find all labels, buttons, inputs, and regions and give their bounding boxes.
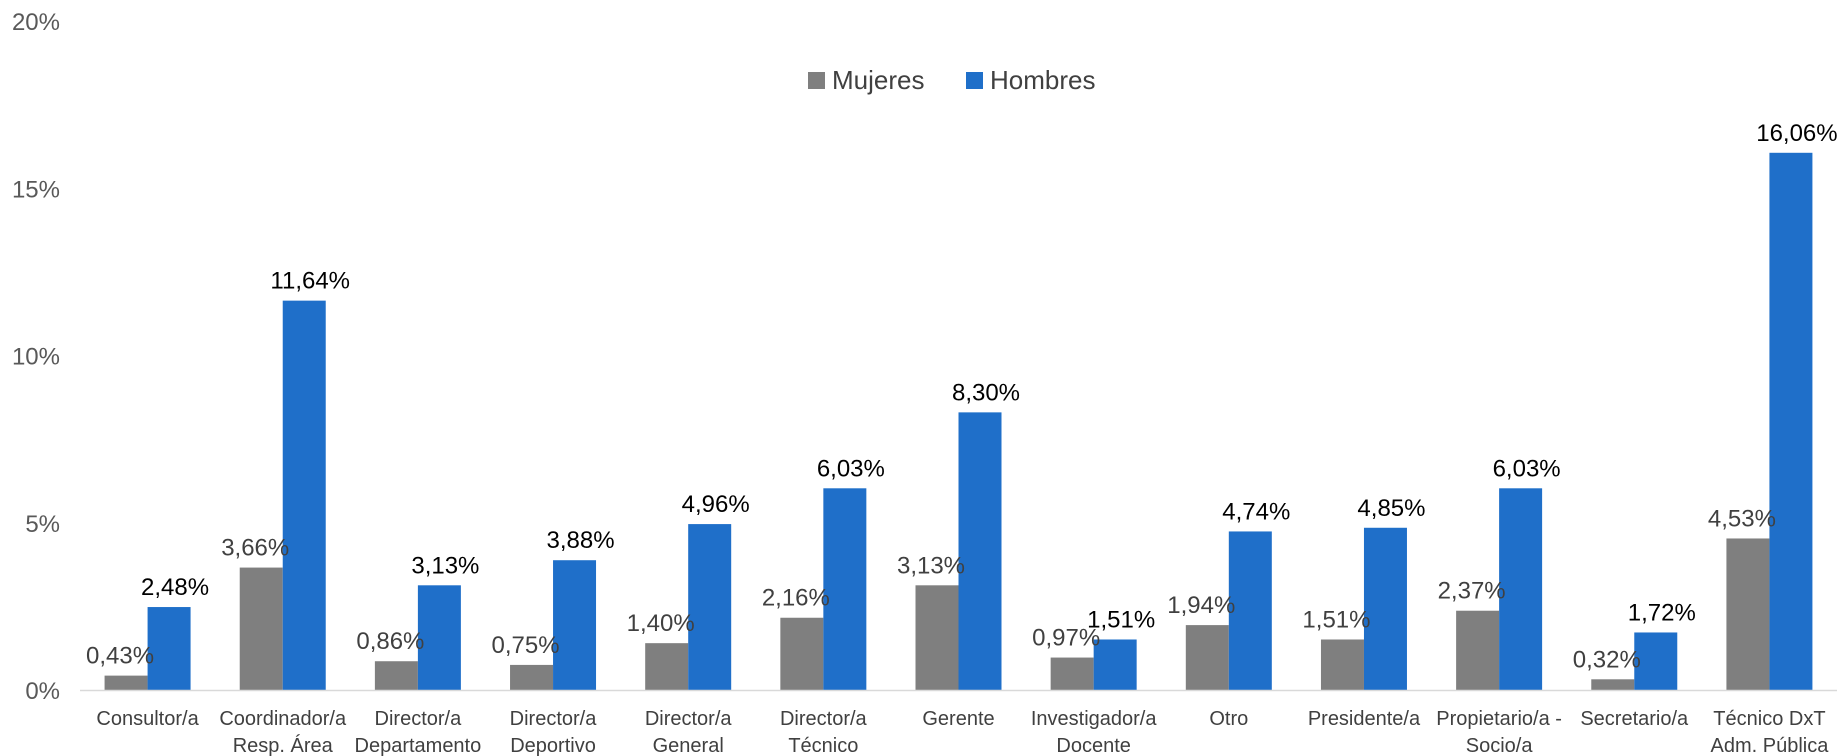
legend: Mujeres Hombres: [808, 65, 1095, 95]
y-tick-label: 0%: [25, 678, 60, 705]
data-label-hombres: 1,72%: [1628, 599, 1696, 626]
data-label-mujeres: 0,86%: [356, 628, 424, 655]
data-label-mujeres: 2,37%: [1438, 578, 1506, 605]
x-tick-label: Docente: [1056, 735, 1131, 756]
bars: [104, 152, 1813, 691]
data-label-mujeres: 0,97%: [1032, 625, 1100, 652]
bar-mujeres: [1050, 657, 1094, 690]
data-label-mujeres: 0,32%: [1573, 646, 1641, 673]
bar-mujeres: [780, 617, 824, 690]
y-tick-label: 5%: [25, 511, 60, 538]
data-label-hombres: 4,74%: [1222, 498, 1290, 525]
data-label-hombres: 3,88%: [547, 527, 615, 554]
data-label-hombres: 11,64%: [270, 268, 350, 295]
x-tick-label: Resp. Área: [233, 734, 334, 756]
bar-mujeres: [915, 585, 959, 690]
bar-mujeres: [1591, 679, 1635, 690]
x-tick-label: Secretario/a: [1580, 708, 1689, 730]
x-tick-label: Deportivo: [510, 735, 596, 756]
data-label-mujeres: 0,75%: [492, 632, 560, 659]
x-tick-label: Propietario/a -: [1436, 708, 1562, 730]
x-tick-label: General: [653, 735, 724, 756]
bar-hombres: [282, 300, 326, 690]
x-tick-label: Director/a: [375, 708, 463, 730]
bar-hombres: [1769, 152, 1813, 691]
data-label-hombres: 16,06%: [1756, 120, 1837, 147]
x-tick-label: Técnico DxT: [1713, 708, 1825, 730]
data-label-hombres: 6,03%: [1493, 455, 1561, 482]
x-tick-label: Departamento: [355, 735, 482, 756]
legend-label-hombres: Hombres: [990, 65, 1095, 95]
x-tick-label: Director/a: [780, 708, 868, 730]
data-labels: 0,43% 2,48% 3,66% 11,64% 0,86% 3,13% 0,75% 3,88…: [86, 120, 1837, 674]
x-tick-label: Gerente: [922, 708, 994, 730]
data-label-mujeres: 1,40%: [627, 610, 695, 637]
bar-hombres: [1093, 639, 1137, 690]
bar-mujeres: [510, 664, 554, 690]
x-tick-label: Director/a: [510, 708, 598, 730]
bar-hombres: [417, 585, 461, 690]
x-tick-label: Adm. Pública: [1711, 735, 1830, 756]
data-label-hombres: 1,51%: [1087, 606, 1155, 633]
x-tick-label: Coordinador/a: [219, 708, 347, 730]
data-label-mujeres: 3,66%: [221, 535, 289, 562]
data-label-hombres: 2,48%: [141, 574, 209, 601]
x-tick-label: Investigador/a: [1031, 708, 1158, 730]
legend-label-mujeres: Mujeres: [832, 65, 924, 95]
x-tick-label: Consultor/a: [96, 708, 199, 730]
data-label-hombres: 8,30%: [952, 379, 1020, 406]
y-tick-label: 15%: [12, 176, 60, 203]
bar-hombres: [1228, 531, 1272, 690]
legend-swatch-mujeres: [808, 72, 825, 89]
x-tick-label: Presidente/a: [1308, 708, 1421, 730]
y-axis: 0% 5% 10% 15% 20%: [12, 9, 60, 705]
legend-swatch-hombres: [966, 72, 983, 89]
data-label-hombres: 4,96%: [682, 491, 750, 518]
data-label-hombres: 3,13%: [411, 552, 479, 579]
bar-hombres: [823, 488, 867, 690]
bar-hombres: [1634, 632, 1678, 690]
data-label-mujeres: 1,51%: [1302, 606, 1370, 633]
bar-mujeres: [104, 675, 148, 690]
bar-mujeres: [1726, 538, 1770, 690]
bar-hombres: [1499, 488, 1543, 690]
data-label-hombres: 6,03%: [817, 455, 885, 482]
x-tick-label: Director/a: [645, 708, 733, 730]
bar-mujeres: [1320, 639, 1364, 690]
x-tick-label: Técnico: [788, 735, 858, 756]
data-label-mujeres: 0,43%: [86, 643, 154, 670]
y-tick-label: 20%: [12, 9, 60, 36]
bar-mujeres: [1185, 625, 1229, 690]
bar-mujeres: [645, 643, 689, 690]
bar-hombres: [958, 412, 1002, 690]
bar-mujeres: [1456, 610, 1500, 690]
bar-hombres: [553, 560, 597, 690]
data-label-mujeres: 4,53%: [1708, 505, 1776, 532]
x-tick-label: Otro: [1209, 708, 1248, 730]
bar-hombres: [688, 524, 732, 690]
bar-mujeres: [374, 661, 418, 690]
data-label-mujeres: 1,94%: [1167, 592, 1235, 619]
x-tick-label: Socio/a: [1466, 735, 1534, 756]
data-label-mujeres: 2,16%: [762, 585, 830, 612]
y-tick-label: 10%: [12, 344, 60, 371]
bar-mujeres: [239, 567, 283, 690]
data-label-mujeres: 3,13%: [897, 552, 965, 579]
bar-hombres: [147, 607, 191, 690]
data-label-hombres: 4,85%: [1357, 495, 1425, 522]
bar-hombres: [1363, 527, 1407, 690]
x-axis: Consultor/a Coordinador/a Resp. Área Direct…: [96, 708, 1829, 756]
